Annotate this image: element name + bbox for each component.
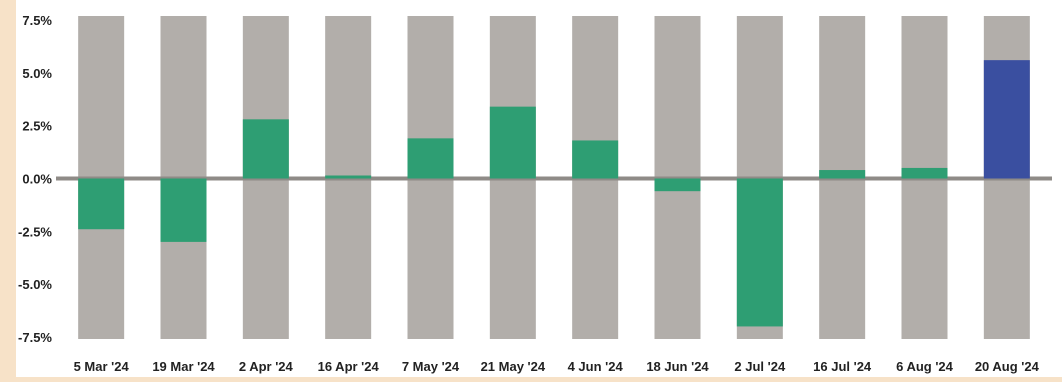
y-tick-label: -5.0% (18, 277, 52, 292)
bar-5 (489, 106, 536, 179)
y-tick-label: 7.5% (22, 13, 52, 28)
bar-4 (407, 138, 454, 179)
x-tick-label: 19 Mar '24 (152, 359, 215, 374)
y-axis-tick-labels: 7.5% 5.0% 2.5% 0.0% -2.5% -5.0% -7.5% (18, 13, 52, 345)
x-tick-label: 20 Aug '24 (975, 359, 1040, 374)
x-tick-label: 16 Jul '24 (813, 359, 872, 374)
bar-3 (325, 175, 372, 179)
y-tick-label: 0.0% (22, 172, 52, 187)
x-tick-label: 7 May '24 (402, 359, 460, 374)
bar-7 (654, 178, 701, 192)
x-tick-label: 16 Apr '24 (318, 359, 380, 374)
x-tick-label: 4 Jun '24 (568, 359, 624, 374)
bar-2 (242, 119, 289, 179)
bar-0 (78, 178, 125, 230)
bar-10 (901, 167, 948, 179)
bar-8 (736, 178, 783, 327)
x-axis-tick-labels: 5 Mar '24 19 Mar '24 2 Apr '24 16 Apr '24 7 … (74, 359, 1040, 374)
x-tick-label: 21 May '24 (481, 359, 546, 374)
y-tick-label: -2.5% (18, 224, 52, 239)
x-tick-label: 2 Jul '24 (734, 359, 786, 374)
bar-9 (819, 170, 866, 179)
x-tick-label: 2 Apr '24 (239, 359, 294, 374)
bar-1 (160, 178, 207, 242)
bar-6 (572, 140, 619, 179)
y-tick-label: 2.5% (22, 119, 52, 134)
x-tick-label: 6 Aug '24 (896, 359, 954, 374)
y-tick-label: 5.0% (22, 66, 52, 81)
x-tick-label: 5 Mar '24 (74, 359, 130, 374)
bar-11 (983, 60, 1030, 179)
y-tick-label: -7.5% (18, 330, 52, 345)
x-tick-label: 18 Jun '24 (646, 359, 709, 374)
bars (78, 60, 1030, 327)
